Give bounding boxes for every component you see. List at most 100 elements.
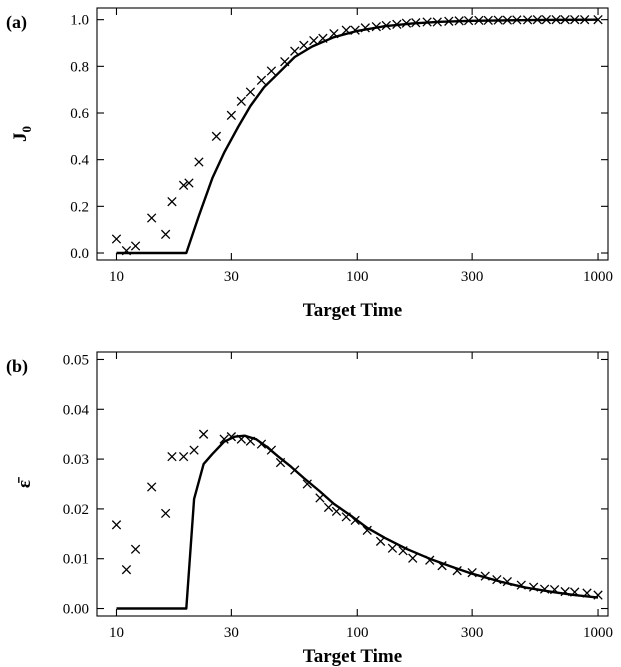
data-point-marker (236, 434, 246, 444)
marker-stroke (570, 15, 580, 25)
data-point-marker (198, 429, 209, 439)
marker-stroke (323, 502, 334, 513)
marker-stroke (492, 574, 502, 585)
x-axis-title: Target Time (303, 646, 402, 667)
panel-a: 10 30 100 300 1000 0.0 0.2 0.4 0.6 0.8 1.0 Target T… (6, 7, 613, 321)
marker-stroke (266, 66, 277, 76)
y-tick-label: 0.6 (70, 106, 89, 122)
x-tick-label: 300 (461, 625, 484, 641)
data-point-marker (331, 506, 342, 517)
marker-stroke (425, 555, 435, 565)
marker-stroke (184, 178, 194, 188)
panel-label: (a) (6, 12, 27, 33)
marker-stroke (211, 131, 222, 141)
marker-stroke (551, 15, 561, 25)
data-point-marker (467, 568, 477, 578)
y-tick-label: 0.02 (63, 502, 89, 518)
marker-stroke (375, 536, 386, 546)
data-point-marker (493, 15, 503, 25)
data-point-marker (522, 15, 533, 25)
x-tick-label: 30 (224, 625, 239, 641)
data-point-marker (398, 546, 408, 556)
marker-stroke (147, 482, 157, 492)
data-point-marker (167, 197, 177, 207)
data-point-marker (512, 15, 522, 25)
data-point-marker (160, 229, 171, 239)
data-point-marker (147, 213, 157, 223)
marker-stroke (130, 241, 141, 251)
data-point-marker (580, 15, 590, 25)
marker-stroke (371, 22, 381, 32)
marker-stroke (474, 15, 484, 26)
data-point-marker (392, 19, 402, 29)
marker-stroke (360, 23, 370, 33)
data-point-marker (236, 96, 246, 106)
series-line (116, 18, 599, 255)
data-point-marker (160, 508, 171, 519)
marker-stroke (493, 15, 503, 25)
data-point-marker (299, 40, 309, 50)
data-point-marker (570, 15, 580, 25)
marker-stroke (111, 520, 122, 530)
marker-stroke (432, 17, 442, 27)
marker-stroke (341, 25, 351, 35)
y-tick-label: 0.04 (63, 402, 90, 418)
series-line (116, 434, 599, 610)
data-point-marker (452, 566, 462, 576)
data-point-marker (551, 15, 561, 25)
marker-stroke (178, 451, 189, 462)
marker-stroke (290, 465, 300, 475)
marker-stroke (580, 15, 590, 25)
x-tick-label: 30 (224, 269, 239, 285)
data-point-marker (290, 46, 300, 56)
x-tick-label: 10 (109, 269, 124, 285)
data-point-marker (593, 590, 603, 600)
marker-stroke (350, 25, 360, 35)
x-tick-label: 100 (346, 625, 369, 641)
data-point-marker (147, 482, 157, 492)
data-point-marker (302, 479, 312, 489)
x-tick-label: 1000 (583, 269, 613, 285)
data-point-marker (560, 586, 570, 597)
y-tick-label: 0.03 (63, 452, 89, 468)
marker-stroke (160, 229, 171, 239)
data-point-marker (360, 23, 370, 33)
marker-stroke (130, 544, 141, 554)
data-point-marker (549, 584, 560, 595)
data-point-marker (480, 571, 490, 581)
marker-stroke (532, 15, 543, 25)
panel-b: 10 30 100 300 1000 0.00 0.01 0.02 0.03 0.04 0.05 Ta… (6, 351, 613, 667)
marker-stroke (245, 436, 256, 446)
marker-stroke (341, 512, 351, 522)
data-point-marker (290, 465, 300, 475)
x-tick-label: 300 (461, 269, 484, 285)
data-point-marker (593, 15, 603, 25)
marker-stroke (256, 75, 267, 85)
data-point-marker (256, 439, 267, 449)
data-point-marker (219, 434, 229, 444)
y-tick-label: 0.05 (63, 352, 89, 368)
data-point-marker (309, 36, 319, 46)
marker-stroke (381, 20, 391, 31)
data-point-marker (539, 584, 550, 594)
data-point-marker (502, 15, 512, 25)
data-point-marker (245, 87, 256, 97)
data-point-marker (375, 536, 386, 546)
data-point-marker (266, 445, 277, 455)
marker-stroke (539, 584, 550, 594)
marker-stroke (422, 17, 432, 27)
data-point-marker (189, 445, 199, 455)
marker-stroke (593, 590, 603, 600)
y-tick-label: 0.8 (70, 59, 89, 75)
data-point-marker (275, 457, 286, 468)
data-point-marker (329, 29, 339, 39)
data-point-marker (371, 22, 381, 32)
data-point-marker (362, 525, 372, 535)
marker-stroke (512, 15, 522, 25)
data-point-marker (341, 512, 351, 522)
marker-stroke (411, 18, 421, 28)
data-point-marker (502, 576, 512, 587)
data-point-marker (350, 25, 360, 35)
data-point-marker (130, 241, 141, 251)
data-point-marker (570, 587, 580, 597)
